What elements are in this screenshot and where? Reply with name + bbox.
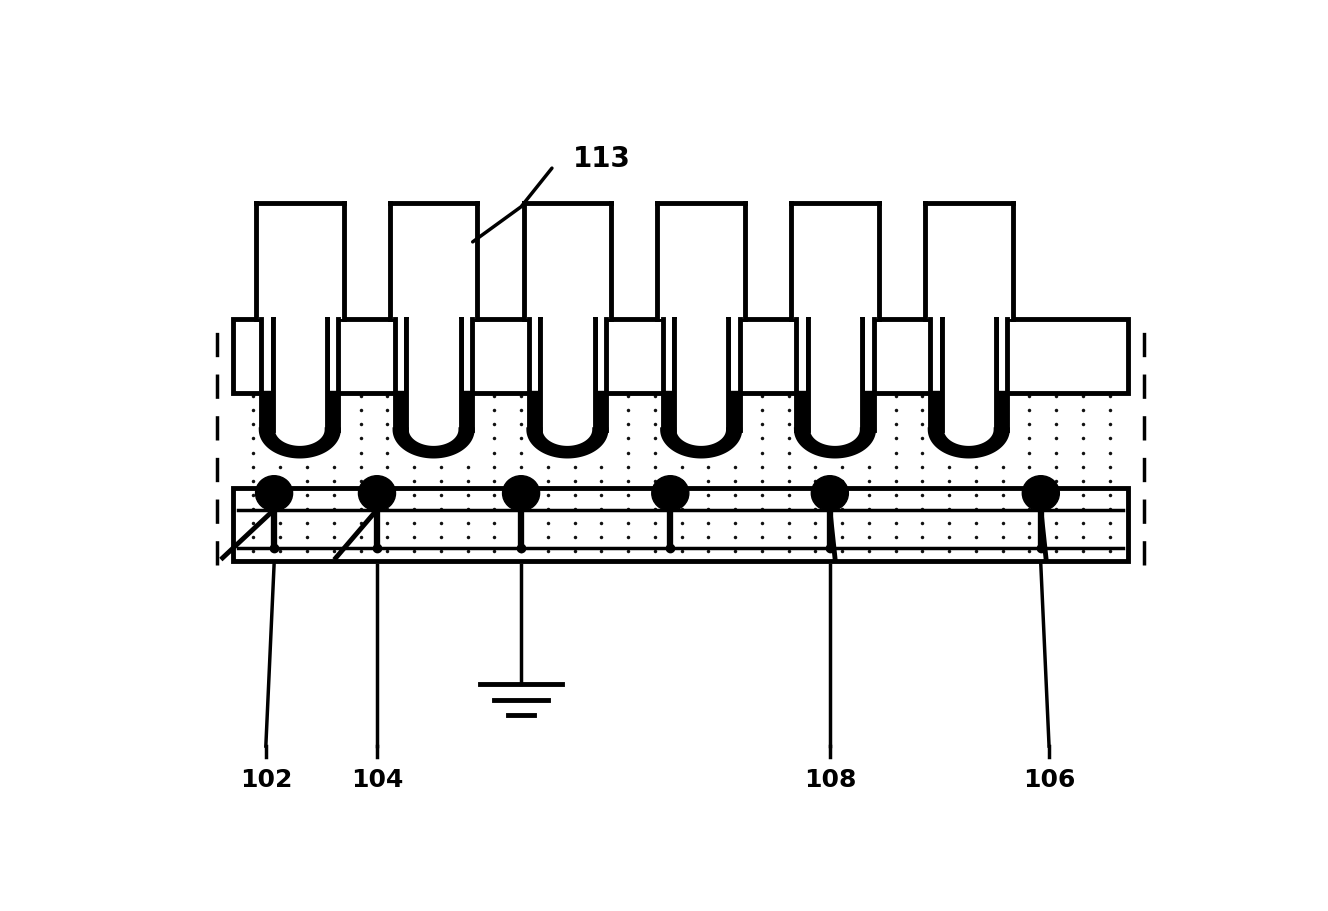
Bar xyxy=(797,204,874,456)
Bar xyxy=(394,204,473,456)
Bar xyxy=(256,204,344,320)
Text: 106: 106 xyxy=(1023,767,1076,792)
Bar xyxy=(807,320,862,430)
Polygon shape xyxy=(797,392,807,430)
Ellipse shape xyxy=(811,476,849,511)
Polygon shape xyxy=(996,392,1008,430)
Bar xyxy=(523,204,611,320)
Text: 104: 104 xyxy=(351,767,404,792)
Bar xyxy=(529,204,606,456)
Bar xyxy=(930,204,1008,456)
Bar xyxy=(791,204,879,320)
Polygon shape xyxy=(394,430,473,456)
Text: 102: 102 xyxy=(239,767,292,792)
Polygon shape xyxy=(930,430,1008,456)
Polygon shape xyxy=(262,392,272,430)
Text: 108: 108 xyxy=(803,767,857,792)
Bar xyxy=(540,320,595,430)
Polygon shape xyxy=(394,392,406,430)
Ellipse shape xyxy=(255,476,292,511)
Polygon shape xyxy=(807,430,862,449)
Ellipse shape xyxy=(652,476,689,511)
Polygon shape xyxy=(595,392,606,430)
Bar xyxy=(390,204,477,320)
Polygon shape xyxy=(930,392,942,430)
Bar xyxy=(942,320,996,430)
Ellipse shape xyxy=(359,476,396,511)
Bar xyxy=(232,320,1129,394)
Polygon shape xyxy=(529,430,606,456)
Polygon shape xyxy=(540,430,595,449)
Polygon shape xyxy=(272,430,327,449)
Polygon shape xyxy=(461,392,473,430)
Bar xyxy=(663,204,740,456)
Bar xyxy=(673,320,729,430)
Polygon shape xyxy=(327,392,339,430)
Bar xyxy=(232,320,1129,394)
Ellipse shape xyxy=(502,476,539,511)
Ellipse shape xyxy=(1023,476,1060,511)
Polygon shape xyxy=(673,430,729,449)
Polygon shape xyxy=(797,430,874,456)
Bar xyxy=(657,204,745,320)
Bar xyxy=(926,204,1012,320)
Text: 113: 113 xyxy=(572,145,631,172)
Bar xyxy=(240,390,1121,558)
Bar xyxy=(262,204,339,456)
Bar xyxy=(272,320,327,430)
Polygon shape xyxy=(663,392,673,430)
Bar xyxy=(232,488,1129,562)
Polygon shape xyxy=(262,430,339,456)
Polygon shape xyxy=(862,392,874,430)
Bar xyxy=(232,488,1129,562)
Polygon shape xyxy=(729,392,740,430)
Polygon shape xyxy=(529,392,540,430)
Polygon shape xyxy=(406,430,461,449)
Polygon shape xyxy=(942,430,996,449)
Polygon shape xyxy=(663,430,740,456)
Bar xyxy=(406,320,461,430)
